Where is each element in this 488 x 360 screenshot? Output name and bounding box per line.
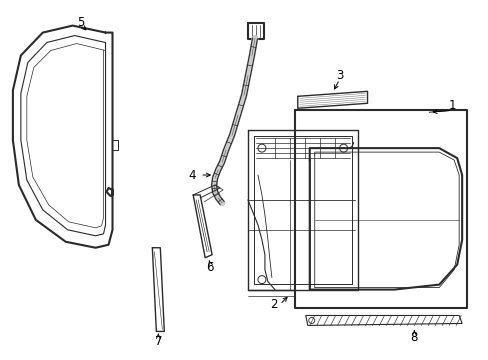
Text: 8: 8 (410, 331, 417, 344)
Text: 7: 7 (154, 335, 162, 348)
Text: 5: 5 (77, 16, 84, 29)
Text: 3: 3 (335, 69, 343, 82)
Text: 1: 1 (447, 99, 455, 112)
Text: 4: 4 (188, 168, 196, 181)
Text: 6: 6 (206, 261, 213, 274)
Text: 2: 2 (270, 298, 277, 311)
